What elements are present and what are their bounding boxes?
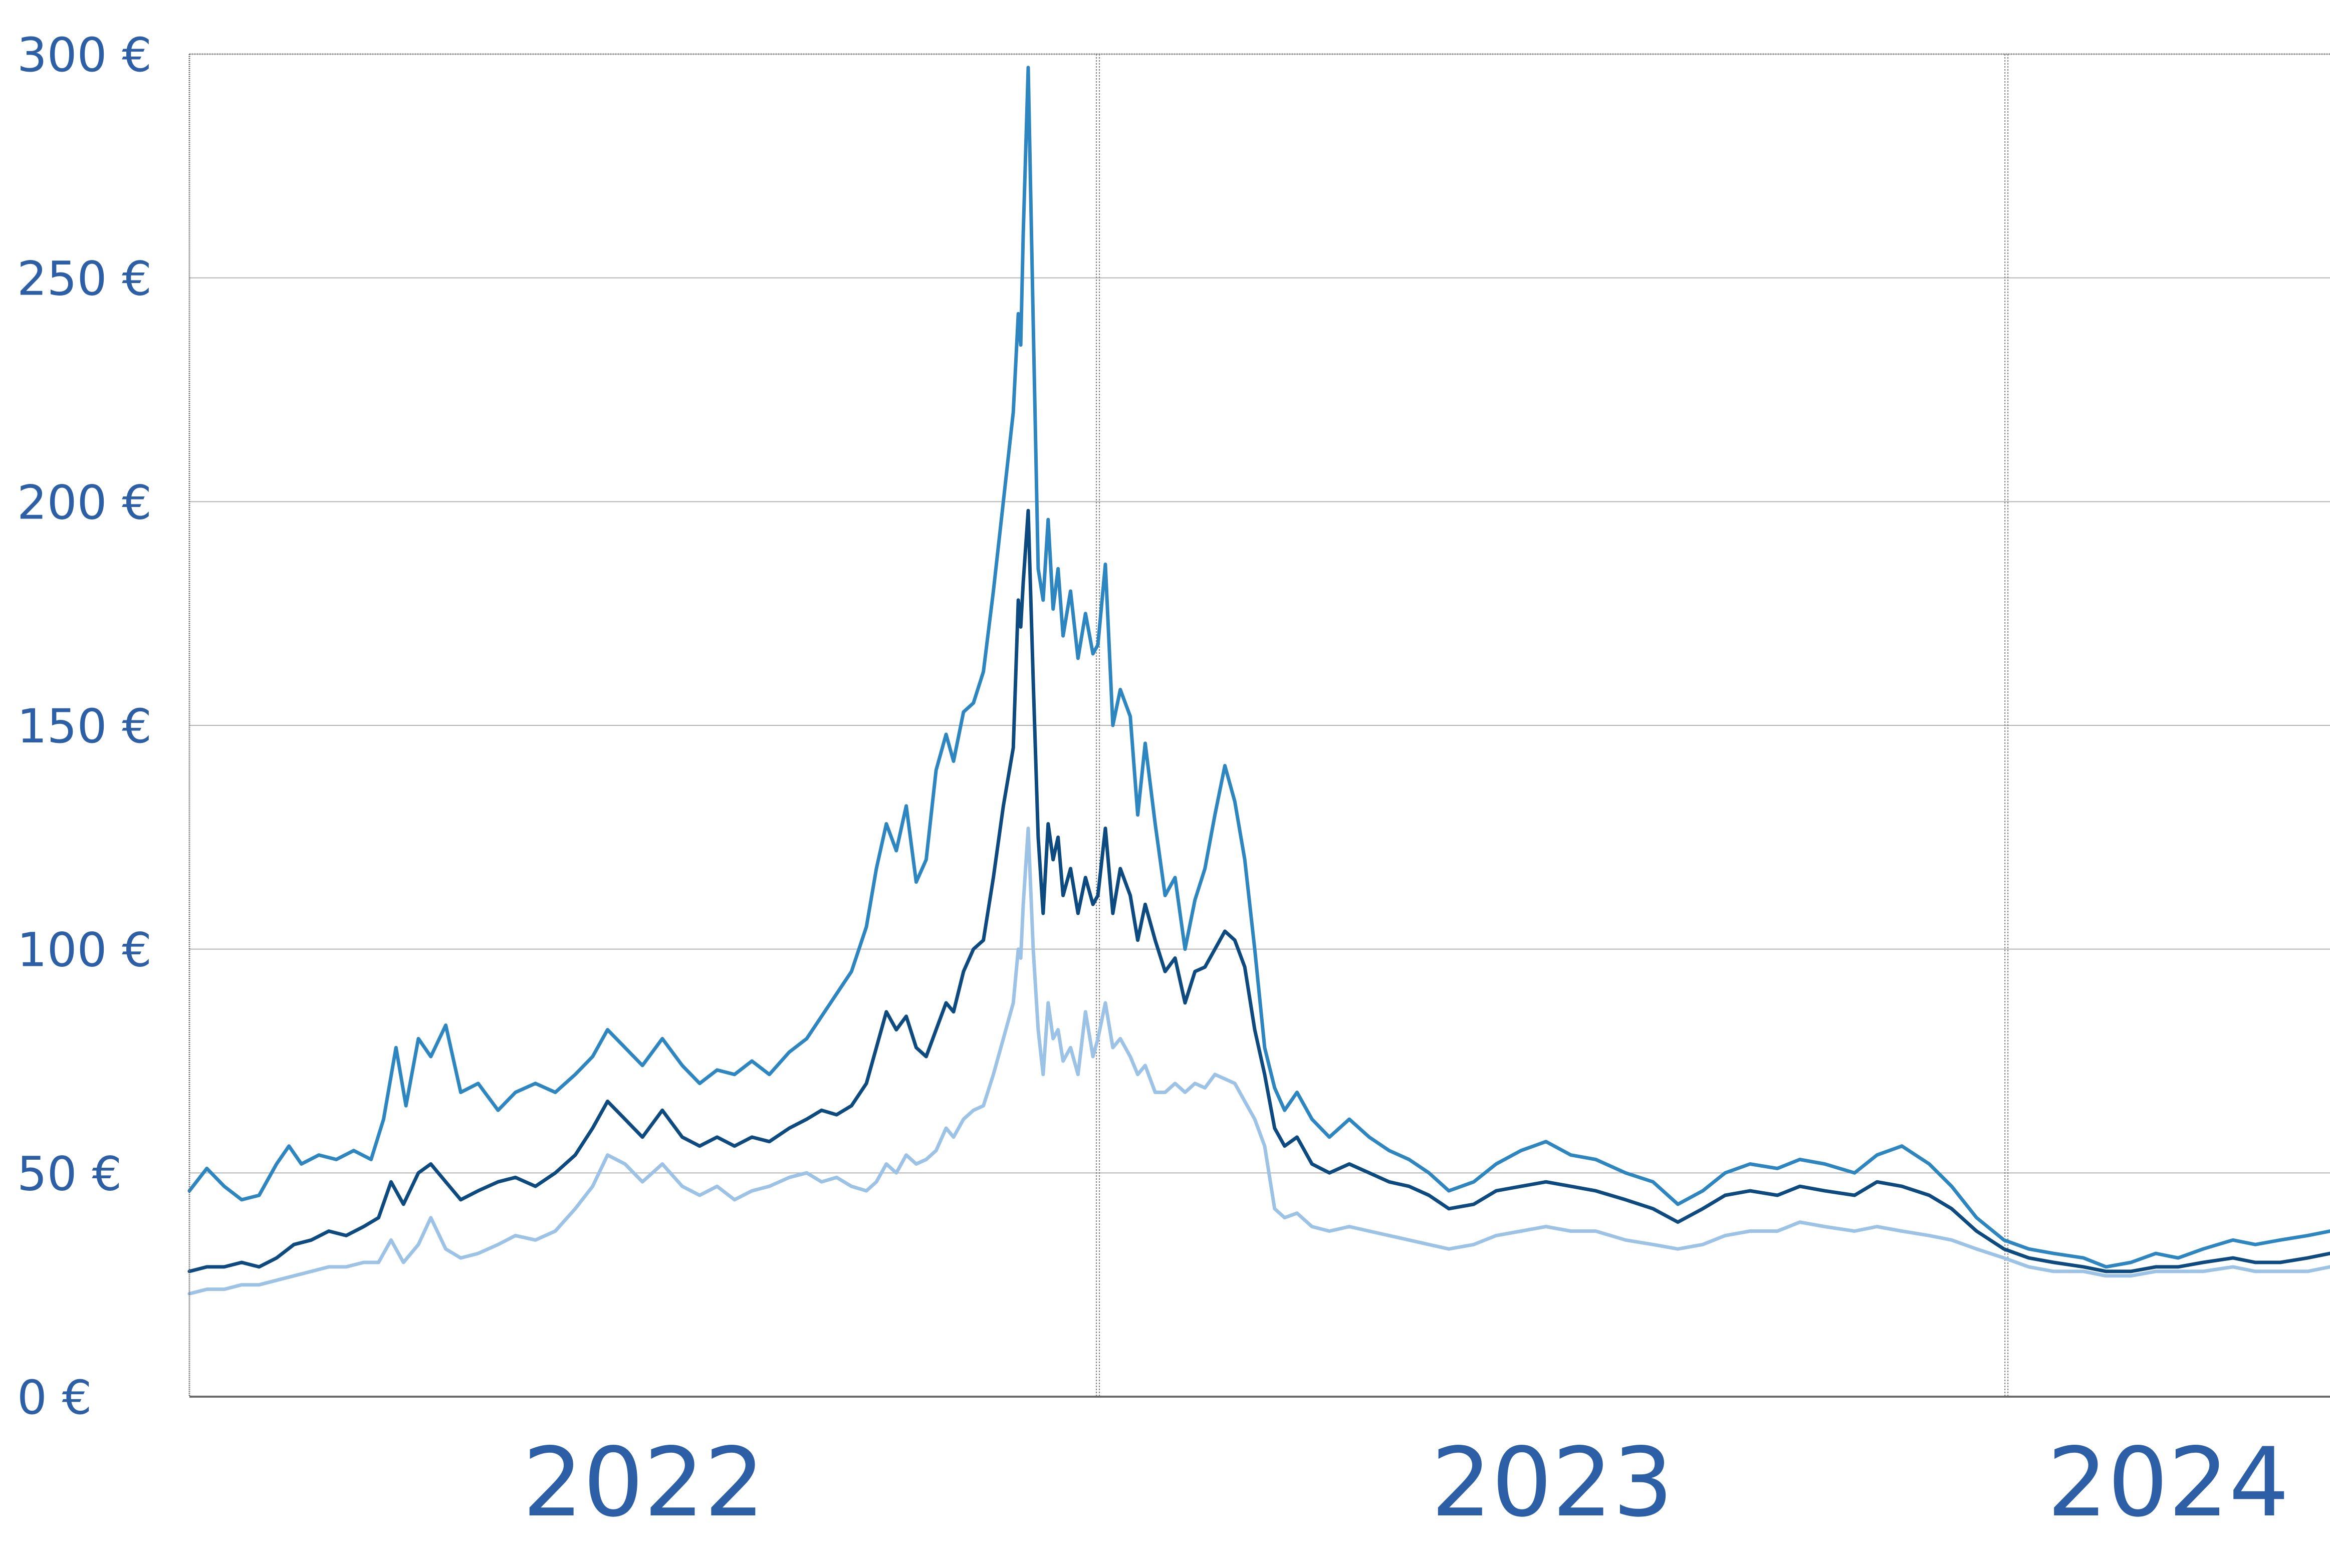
y-tick-label: 150 € [17, 699, 152, 754]
y-tick-label: 0 € [17, 1371, 92, 1425]
series-line-2 [187, 508, 2330, 1273]
y-tick-label: 200 € [17, 475, 152, 530]
y-tick-label: 300 € [17, 28, 152, 83]
series-line-3 [187, 827, 2330, 1295]
y-tick-label: 250 € [17, 252, 152, 307]
y-tick-label: 100 € [17, 923, 152, 978]
series-line-1 [187, 66, 2330, 1269]
x-year-label: 2022 [523, 1427, 765, 1538]
grid-layer [189, 53, 2330, 1397]
axis-layer [188, 54, 2330, 1398]
y-tick-label: 50 € [17, 1147, 122, 1201]
x-year-label: 2024 [2047, 1427, 2289, 1538]
label-layer: 0 € 50 € 100 € 150 € 200 € 250 € 300 € 2022 2023… [17, 28, 2289, 1538]
x-year-label: 2023 [1431, 1427, 1674, 1538]
series-layer [187, 66, 2330, 1295]
